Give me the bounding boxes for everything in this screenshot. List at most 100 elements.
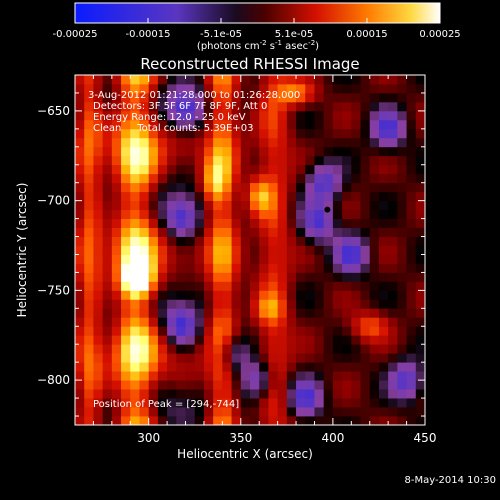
heatmap-cell xyxy=(314,155,325,166)
heatmap-cell xyxy=(194,290,205,300)
heatmap-cell xyxy=(342,398,352,408)
heatmap-cell xyxy=(250,101,260,112)
heatmap-cell xyxy=(148,137,159,148)
heatmap-cell xyxy=(250,245,260,255)
heatmap-cell xyxy=(277,398,288,408)
heatmap-cell xyxy=(240,317,251,327)
heatmap-cell xyxy=(259,236,269,246)
heatmap-cell xyxy=(102,83,113,94)
heatmap-cell xyxy=(167,263,177,273)
heatmap-cell xyxy=(176,155,186,166)
heatmap-cell xyxy=(277,308,288,318)
heatmap-cell xyxy=(222,128,232,139)
heatmap-cell xyxy=(240,380,251,390)
heatmap-cell xyxy=(286,398,297,408)
heatmap-cell xyxy=(213,362,223,372)
heatmap-cell xyxy=(130,371,140,381)
heatmap-cell xyxy=(231,299,242,309)
heatmap-cell xyxy=(360,317,371,327)
heatmap-cell xyxy=(203,308,214,318)
heatmap-cell xyxy=(342,362,352,372)
heatmap-cell xyxy=(102,263,113,273)
heatmap-cell xyxy=(342,101,352,112)
heatmap-cell xyxy=(351,101,361,112)
heatmap-cell xyxy=(378,218,389,228)
heatmap-cell xyxy=(250,191,260,202)
heatmap-cell xyxy=(259,173,269,184)
heatmap-cell xyxy=(406,290,417,300)
heatmap-cell xyxy=(121,380,131,390)
heatmap-cell xyxy=(130,200,140,211)
heatmap-cell xyxy=(93,119,104,130)
heatmap-cell xyxy=(305,290,315,300)
heatmap-cell xyxy=(332,272,343,282)
heatmap-cell xyxy=(231,218,242,228)
heatmap-cell xyxy=(167,317,177,327)
heatmap-cell xyxy=(130,110,140,121)
heatmap-cell xyxy=(111,200,122,211)
heatmap-cell xyxy=(102,407,113,417)
heatmap-cell xyxy=(130,299,140,309)
heatmap-cell xyxy=(342,245,352,255)
heatmap-cell xyxy=(176,398,186,408)
heatmap-cell xyxy=(194,272,205,282)
heatmap-cell xyxy=(332,164,343,175)
heatmap-cell xyxy=(332,299,343,309)
heatmap-cell xyxy=(323,236,334,246)
heatmap-cell xyxy=(397,317,407,327)
heatmap-cell xyxy=(415,110,425,121)
heatmap-cell xyxy=(378,317,389,327)
heatmap-cell xyxy=(102,173,113,184)
heatmap-cell xyxy=(342,353,352,363)
heatmap-cell xyxy=(351,128,361,139)
heatmap-cell xyxy=(148,182,159,193)
heatmap-cell xyxy=(323,119,334,130)
heatmap-cell xyxy=(176,200,186,211)
heatmap-cell xyxy=(194,344,205,354)
heatmap-cell xyxy=(314,200,325,211)
heatmap-cell xyxy=(351,263,361,273)
heatmap-cell xyxy=(259,362,269,372)
heatmap-cell xyxy=(406,110,417,121)
heatmap-cell xyxy=(194,218,205,228)
heatmap-cell xyxy=(75,416,85,425)
heatmap-cell xyxy=(323,218,334,228)
heatmap-cell xyxy=(231,200,242,211)
heatmap-cell xyxy=(167,416,177,425)
heatmap-cell xyxy=(111,128,122,139)
heatmap-cell xyxy=(231,263,242,273)
heatmap-cell xyxy=(203,407,214,417)
heatmap-cell xyxy=(323,128,334,139)
heatmap-cell xyxy=(406,83,417,94)
heatmap-cell xyxy=(314,344,325,354)
heatmap-cell xyxy=(259,353,269,363)
heatmap-cell xyxy=(415,317,425,327)
heatmap-cell xyxy=(139,164,150,175)
heatmap-cell xyxy=(139,281,150,291)
heatmap-cell xyxy=(93,200,104,211)
heatmap-cell xyxy=(84,416,94,425)
heatmap-cell xyxy=(176,308,186,318)
heatmap-cell xyxy=(277,407,288,417)
heatmap-cell xyxy=(415,182,425,193)
heatmap-cell xyxy=(305,146,315,157)
heatmap-cell xyxy=(369,371,380,381)
heatmap-cell xyxy=(259,101,269,112)
heatmap-cell xyxy=(296,245,306,255)
heatmap-cell xyxy=(231,128,242,139)
heatmap-cell xyxy=(286,353,297,363)
heatmap-cell xyxy=(75,380,85,390)
heatmap-cell xyxy=(121,173,131,184)
heatmap-cell xyxy=(130,389,140,399)
heatmap-cell xyxy=(342,326,352,336)
heatmap-cell xyxy=(314,128,325,139)
heatmap-cell xyxy=(397,92,407,103)
heatmap-cell xyxy=(102,245,113,255)
heatmap-cell xyxy=(93,173,104,184)
heatmap-cell xyxy=(176,182,186,193)
heatmap-cell xyxy=(397,146,407,157)
heatmap-cell xyxy=(342,281,352,291)
heatmap-cell xyxy=(268,173,279,184)
heatmap-cell xyxy=(157,155,168,166)
